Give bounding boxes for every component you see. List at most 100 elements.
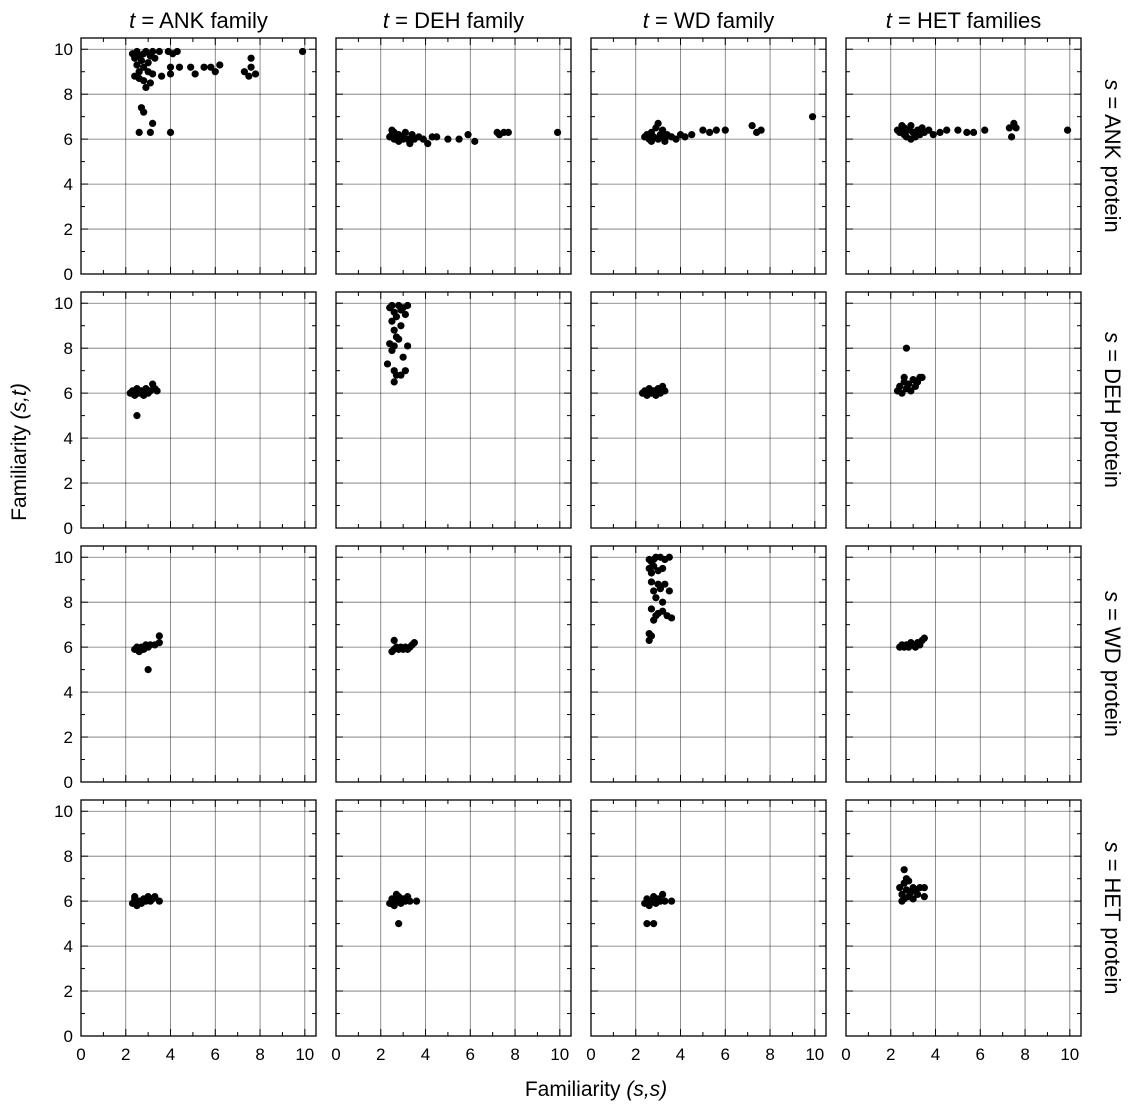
y-tick-label: 2 [64, 728, 73, 747]
x-tick-label: 6 [721, 1045, 730, 1064]
y-tick-label: 4 [64, 683, 73, 702]
row-title-het-protein: s = HET protein [1100, 841, 1125, 994]
data-point [388, 126, 396, 134]
data-point [652, 594, 660, 602]
panel-wd-protein-het-families [845, 545, 1082, 783]
panel-deh-protein-deh-family [335, 291, 572, 529]
x-tick-label: 4 [421, 1045, 430, 1064]
panel-frame [335, 545, 572, 783]
data-point [647, 569, 656, 577]
data-point [397, 371, 405, 379]
x-tick-label: 0 [841, 1045, 850, 1064]
panel-frame [590, 37, 827, 275]
data-point [659, 890, 667, 899]
panel-frame [80, 799, 317, 1037]
data-point [647, 578, 656, 586]
y-tick-label: 4 [64, 429, 73, 448]
data-point [1012, 124, 1020, 132]
data-point [153, 387, 161, 395]
data-point [650, 920, 658, 928]
data-point [146, 128, 154, 136]
x-tick-label: 4 [166, 1045, 175, 1064]
data-point [688, 131, 696, 139]
data-point [401, 367, 409, 375]
panel-ank-protein-wd-family [590, 37, 827, 275]
panel-deh-protein-ank-family [80, 291, 317, 529]
panel-frame [335, 37, 572, 275]
data-point [1063, 126, 1072, 134]
x-tick-label: 2 [886, 1045, 895, 1064]
panel-het-protein-ank-family [80, 799, 317, 1037]
data-point [173, 47, 181, 56]
x-tick-label: 2 [376, 1045, 385, 1064]
labels-layer: 0 2 4 6 8 10 0 2 4 6 8 10 0 2 4 6 8 10 0 2 4 6 8 10 0 2 4 6 8 10 0 2 4 6 8… [8, 8, 1125, 1101]
x-tick-label: 10 [295, 1045, 314, 1064]
data-point [388, 317, 396, 325]
x-tick-label: 8 [510, 1045, 519, 1064]
data-point [142, 47, 150, 56]
data-point [925, 126, 933, 134]
data-point [149, 70, 157, 78]
data-point [211, 68, 219, 76]
data-point [1005, 124, 1013, 132]
column-title-deh-family: t = DEH family [383, 8, 524, 33]
panel-frame [590, 799, 827, 1037]
data-point [656, 585, 664, 593]
data-point [907, 135, 915, 143]
x-tick-label: 2 [631, 1045, 640, 1064]
y-tick-label: 8 [64, 339, 73, 358]
data-point [905, 380, 913, 388]
y-tick-label: 6 [64, 384, 73, 403]
data-point [918, 124, 926, 132]
data-point [383, 360, 392, 368]
data-point [650, 587, 658, 595]
data-point [954, 126, 962, 134]
data-point [650, 562, 658, 570]
panel-frame [590, 291, 827, 529]
data-point [155, 639, 163, 647]
y-tick-label: 0 [64, 773, 73, 792]
x-tick-label: 10 [1060, 1045, 1079, 1064]
panel-het-protein-wd-family [590, 799, 827, 1037]
y-tick-label: 4 [64, 937, 73, 956]
data-point [140, 77, 148, 85]
y-tick-label: 4 [64, 175, 73, 194]
data-point [667, 897, 676, 905]
data-point [142, 83, 150, 92]
data-point [175, 63, 184, 71]
data-point [406, 140, 414, 148]
data-point [149, 47, 157, 56]
data-point [808, 113, 817, 121]
data-point [155, 47, 163, 56]
y-tick-label: 2 [64, 982, 73, 1001]
data-point [647, 137, 656, 145]
data-point [390, 378, 398, 386]
data-point [419, 135, 427, 143]
data-point [151, 893, 159, 901]
panel-ank-protein-het-families [845, 37, 1082, 275]
row-title-deh-protein: s = DEH protein [1100, 332, 1125, 488]
y-tick-label: 0 [64, 265, 73, 284]
data-point [404, 342, 412, 350]
panel-wd-protein-ank-family [80, 545, 317, 783]
data-point [659, 126, 667, 134]
data-point [929, 131, 937, 139]
panel-het-protein-het-families [845, 799, 1082, 1037]
x-axis-label: Familiarity (s,s) [525, 1078, 667, 1101]
data-point [392, 890, 401, 899]
data-point [166, 128, 175, 136]
data-point [401, 310, 409, 319]
panel-het-protein-deh-family [335, 799, 572, 1037]
y-tick-label: 10 [54, 548, 73, 567]
x-tick-label: 8 [255, 1045, 264, 1064]
data-point [298, 47, 307, 56]
data-point [896, 884, 904, 892]
data-point [900, 866, 908, 874]
data-point [898, 389, 906, 397]
data-point [187, 63, 195, 71]
data-point [936, 128, 944, 136]
data-point [133, 412, 141, 420]
data-point [388, 301, 396, 310]
data-point [471, 137, 479, 145]
data-point [406, 897, 414, 905]
